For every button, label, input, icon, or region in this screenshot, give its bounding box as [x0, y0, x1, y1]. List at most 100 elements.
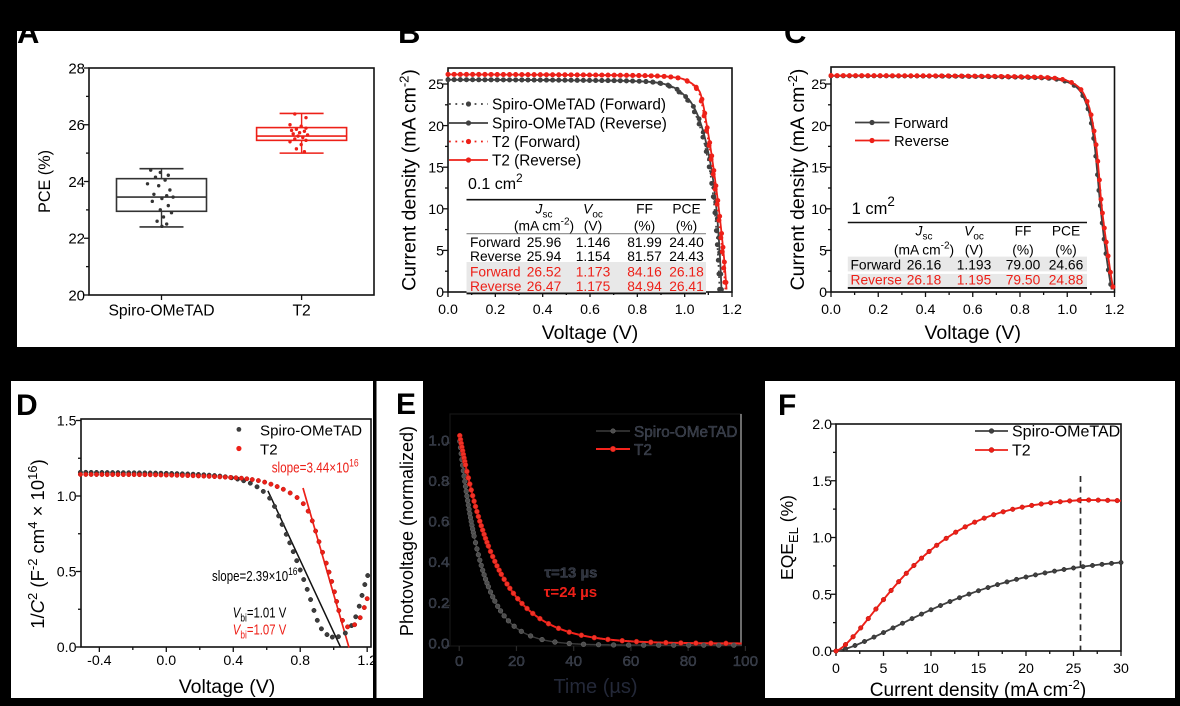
svg-text:Spiro-OMeTAD (Reverse): Spiro-OMeTAD (Reverse): [492, 116, 667, 133]
svg-text:1.5: 1.5: [812, 474, 832, 490]
svg-text:25: 25: [1066, 661, 1082, 677]
svg-text:1.0: 1.0: [1057, 302, 1077, 318]
svg-text:(mA cm-2): (mA cm-2): [894, 241, 954, 258]
svg-text:Reverse: Reverse: [470, 279, 522, 294]
svg-text:(%): (%): [634, 219, 655, 234]
svg-text:0.2: 0.2: [428, 595, 449, 612]
svg-text:FF: FF: [636, 202, 653, 217]
svg-text:1.2: 1.2: [357, 653, 377, 669]
svg-text:26.16: 26.16: [907, 257, 942, 272]
svg-text:0.8: 0.8: [1010, 302, 1030, 318]
svg-text:25.96: 25.96: [527, 235, 562, 250]
svg-text:PCE (%): PCE (%): [36, 150, 54, 213]
svg-text:1/C2 (F-2 cm4 × 1016): 1/C2 (F-2 cm4 × 1016): [25, 459, 48, 629]
svg-text:T2 (Reverse): T2 (Reverse): [492, 153, 581, 170]
svg-text:0.4: 0.4: [223, 653, 243, 669]
svg-text:24.40: 24.40: [669, 235, 704, 250]
svg-text:slope=3.44×1016: slope=3.44×1016: [272, 458, 359, 477]
svg-text:T2: T2: [1012, 443, 1031, 460]
svg-text:1.2: 1.2: [1105, 302, 1125, 318]
svg-text:1.0: 1.0: [812, 531, 832, 547]
svg-text:0.0: 0.0: [438, 302, 458, 318]
svg-text:Jsc: Jsc: [535, 202, 553, 221]
svg-text:28: 28: [68, 60, 85, 77]
svg-text:24.88: 24.88: [1049, 272, 1084, 287]
svg-text:1.0: 1.0: [428, 432, 449, 449]
svg-text:1.0: 1.0: [57, 489, 77, 505]
svg-text:26.18: 26.18: [669, 264, 704, 279]
svg-text:80: 80: [680, 653, 697, 670]
svg-text:25: 25: [811, 77, 827, 93]
svg-text:26: 26: [68, 117, 85, 134]
svg-text:slope=2.39×1016: slope=2.39×1016: [212, 566, 298, 585]
svg-text:Vbi=1.07 V: Vbi=1.07 V: [233, 622, 287, 642]
svg-text:0.6: 0.6: [963, 302, 983, 318]
svg-text:0: 0: [832, 661, 840, 677]
svg-text:0.0: 0.0: [821, 302, 841, 318]
svg-text:D: D: [16, 389, 38, 422]
svg-text:(%): (%): [1055, 243, 1076, 258]
svg-text:(%): (%): [1012, 243, 1033, 258]
svg-text:0.0: 0.0: [812, 644, 832, 660]
svg-text:2.0: 2.0: [812, 417, 832, 433]
svg-text:0: 0: [436, 285, 444, 301]
svg-text:Voltage (V): Voltage (V): [542, 322, 638, 344]
svg-text:15: 15: [811, 160, 827, 176]
svg-text:Jsc: Jsc: [915, 223, 933, 242]
svg-text:Forward: Forward: [470, 235, 521, 250]
svg-text:79.00: 79.00: [1006, 257, 1041, 272]
svg-text:1.193: 1.193: [957, 257, 992, 272]
svg-text:0.2: 0.2: [868, 302, 888, 318]
svg-text:F: F: [778, 389, 796, 422]
svg-text:0.0: 0.0: [428, 635, 449, 652]
svg-text:Vbi=1.01 V: Vbi=1.01 V: [233, 605, 287, 625]
svg-text:30: 30: [1113, 661, 1129, 677]
svg-text:22: 22: [68, 231, 85, 248]
svg-text:0.1 cm2: 0.1 cm2: [468, 171, 523, 193]
svg-text:EQEEL (%): EQEEL (%): [777, 495, 801, 580]
svg-text:10: 10: [811, 202, 827, 218]
svg-text:Reverse: Reverse: [894, 134, 949, 150]
svg-text:26.41: 26.41: [669, 279, 704, 294]
svg-text:10: 10: [923, 661, 939, 677]
svg-text:20: 20: [1018, 661, 1034, 677]
svg-text:T2 (Forward): T2 (Forward): [492, 134, 580, 151]
svg-text:1.0: 1.0: [675, 302, 695, 318]
svg-text:0.0: 0.0: [156, 653, 176, 669]
svg-text:84.94: 84.94: [627, 279, 662, 294]
svg-text:0.8: 0.8: [627, 302, 647, 318]
svg-text:Forward: Forward: [894, 116, 948, 132]
svg-text:Spiro-OMeTAD: Spiro-OMeTAD: [1012, 424, 1120, 441]
svg-text:0.4: 0.4: [428, 554, 449, 571]
svg-text:0.6: 0.6: [580, 302, 600, 318]
svg-text:Time (µs): Time (µs): [553, 676, 637, 698]
svg-text:15: 15: [971, 661, 987, 677]
svg-text:1.173: 1.173: [576, 264, 611, 279]
svg-text:81.57: 81.57: [627, 249, 662, 264]
svg-text:Current density (mA cm-2): Current density (mA cm-2): [785, 69, 809, 291]
svg-text:20: 20: [811, 119, 827, 135]
svg-text:Spiro-OMeTAD: Spiro-OMeTAD: [260, 422, 362, 439]
svg-text:15: 15: [428, 160, 444, 176]
svg-text:24: 24: [68, 174, 85, 191]
svg-text:Spiro-OMeTAD (Forward): Spiro-OMeTAD (Forward): [492, 97, 666, 114]
svg-text:0: 0: [455, 653, 463, 670]
svg-text:Reverse: Reverse: [470, 249, 522, 264]
svg-text:Voltage (V): Voltage (V): [925, 322, 1021, 344]
svg-text:1.2: 1.2: [722, 302, 742, 318]
svg-text:(mA cm-2): (mA cm-2): [514, 217, 574, 234]
svg-text:24.66: 24.66: [1049, 257, 1084, 272]
svg-text:0.5: 0.5: [57, 565, 77, 581]
svg-text:Photovoltage (normalized): Photovoltage (normalized): [397, 426, 417, 636]
svg-text:79.50: 79.50: [1006, 272, 1041, 287]
svg-text:20: 20: [508, 653, 525, 670]
svg-text:0: 0: [819, 285, 827, 301]
svg-text:Spiro-OMeTAD: Spiro-OMeTAD: [108, 303, 214, 320]
svg-text:1.146: 1.146: [576, 235, 611, 250]
svg-text:Current density (mA cm-2): Current density (mA cm-2): [870, 677, 1086, 701]
svg-text:PCE: PCE: [672, 202, 700, 217]
svg-text:Voc: Voc: [583, 202, 603, 221]
svg-text:40: 40: [565, 653, 582, 670]
svg-text:81.99: 81.99: [627, 235, 662, 250]
svg-text:20: 20: [428, 119, 444, 135]
